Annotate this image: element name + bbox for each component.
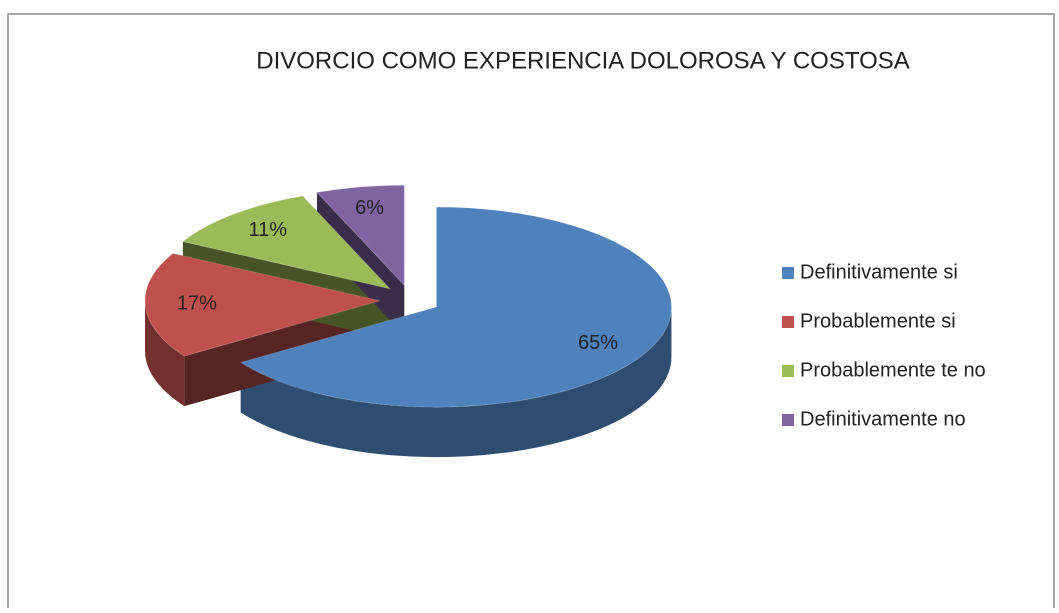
legend-swatch xyxy=(782,365,794,377)
legend-swatch xyxy=(782,316,794,328)
pie-slice xyxy=(181,195,392,290)
data-label: 6% xyxy=(355,197,384,219)
data-label: 11% xyxy=(249,219,288,241)
legend-label: Definitivamente no xyxy=(800,408,966,430)
slice-wall xyxy=(145,300,185,407)
legend-label: Probablemente te no xyxy=(800,359,986,381)
legend-swatch xyxy=(782,414,794,426)
pie-slice xyxy=(144,252,381,357)
slice-wall xyxy=(240,307,672,458)
data-label: 65% xyxy=(578,332,618,354)
pie-slice xyxy=(239,206,672,408)
pie-slice xyxy=(315,184,405,287)
legend-swatch xyxy=(782,267,794,279)
legend-label: Probablemente si xyxy=(800,310,956,332)
legend-label: Definitivamente si xyxy=(800,261,958,283)
chart-title: DIVORCIO COMO EXPERIENCIA DOLOROSA Y COS… xyxy=(256,47,910,74)
data-label: 17% xyxy=(177,293,217,315)
